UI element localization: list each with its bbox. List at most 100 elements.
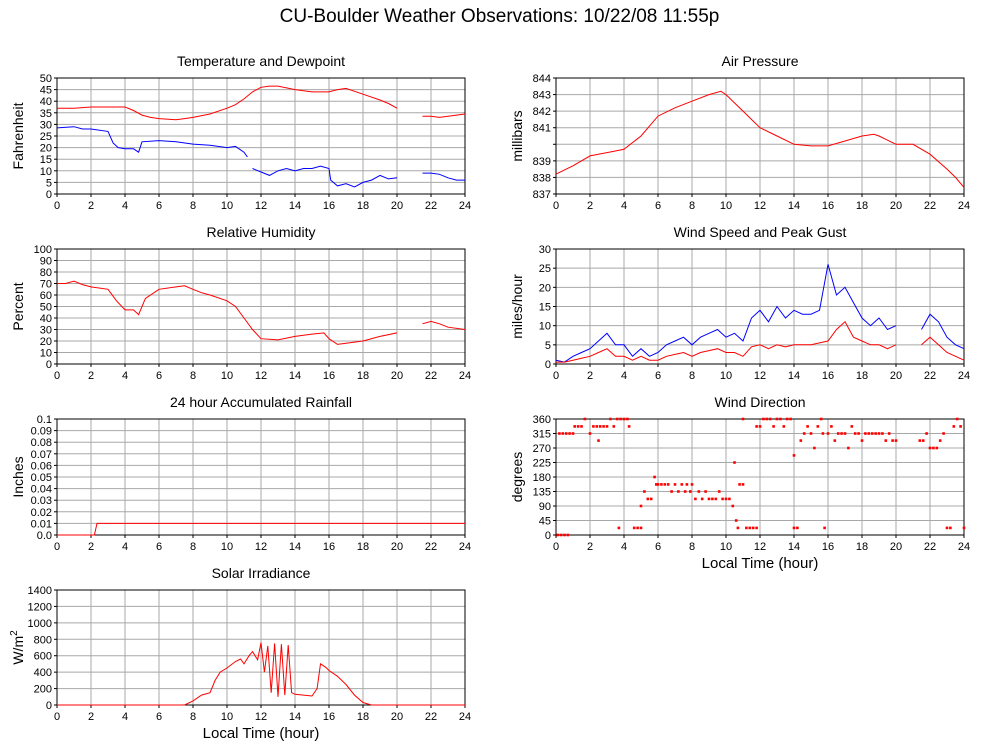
data-point <box>959 425 962 428</box>
y-tick-label: 800 <box>34 634 52 646</box>
data-point <box>690 483 694 486</box>
chart-title: Solar Irradiance <box>212 565 311 581</box>
x-tick-label: 4 <box>122 370 128 382</box>
x-tick-label: 14 <box>788 370 800 382</box>
data-point <box>758 425 762 428</box>
x-tick-label: 18 <box>357 370 369 382</box>
data-point <box>714 497 718 501</box>
page-title: CU-Boulder Weather Observations: 10/22/0… <box>279 6 720 27</box>
series-line <box>422 320 466 330</box>
data-point <box>639 526 643 530</box>
data-point <box>782 425 786 428</box>
x-tick-label: 18 <box>856 541 868 553</box>
x-tick-label: 0 <box>54 200 60 212</box>
y-tick-label: 842 <box>533 106 551 118</box>
data-point <box>894 439 898 442</box>
data-point <box>568 432 571 435</box>
data-point <box>670 490 673 493</box>
data-point <box>609 417 612 421</box>
x-tick-label: 20 <box>391 711 403 723</box>
x-tick-label: 12 <box>255 200 267 212</box>
y-tick-label: 30 <box>40 325 52 337</box>
data-point <box>928 446 932 450</box>
data-point <box>573 425 576 428</box>
data-point <box>843 432 847 435</box>
y-axis-label: W/m2 <box>9 630 26 665</box>
x-tick-label: 10 <box>720 370 732 382</box>
y-tick-label: 90 <box>40 256 52 268</box>
data-point <box>734 519 738 522</box>
data-point <box>775 417 779 421</box>
y-tick-label: 0.03 <box>31 495 52 507</box>
data-point <box>772 425 775 428</box>
data-point <box>799 439 803 442</box>
x-tick-label: 10 <box>720 200 732 212</box>
y-tick-label: 80 <box>40 267 52 279</box>
y-tick-label: 10 <box>40 166 52 178</box>
x-tick-label: 0 <box>54 541 60 553</box>
data-point <box>945 526 949 530</box>
data-point <box>949 526 952 530</box>
data-point <box>653 475 656 479</box>
data-point <box>952 425 956 428</box>
x-tick-label: 16 <box>822 541 834 553</box>
y-tick-label: 400 <box>34 667 52 679</box>
y-tick-label: 0.06 <box>31 460 52 472</box>
x-tick-label: 22 <box>924 370 936 382</box>
data-point <box>792 526 796 530</box>
y-tick-label: 35 <box>40 108 52 120</box>
y-tick-label: 0.04 <box>31 484 52 496</box>
series-line <box>921 313 965 350</box>
data-point <box>864 432 867 435</box>
data-point <box>942 432 945 435</box>
chart-pressure: 0 2 4 6 8 10 12 14 16 18 20 22 248378388398418428438… <box>509 53 970 212</box>
chart-title: Wind Speed and Peak Gust <box>674 224 847 240</box>
chart-title: Wind Direction <box>714 394 805 410</box>
data-point <box>563 533 566 537</box>
x-tick-label: 0 <box>54 370 60 382</box>
data-point <box>806 425 809 428</box>
y-tick-label: 180 <box>533 472 551 484</box>
x-tick-label: 12 <box>754 200 766 212</box>
y-tick-label: 839 <box>533 156 551 168</box>
x-tick-label: 12 <box>255 370 267 382</box>
data-point <box>755 425 758 428</box>
series-line <box>555 264 897 363</box>
x-tick-label: 24 <box>958 370 970 382</box>
y-tick-label: 225 <box>533 458 551 470</box>
y-tick-label: 70 <box>40 279 52 291</box>
data-point <box>677 490 680 493</box>
data-point <box>685 483 689 486</box>
x-tick-label: 20 <box>391 370 403 382</box>
x-tick-label: 20 <box>890 370 902 382</box>
data-point <box>602 425 605 428</box>
data-point <box>680 483 684 486</box>
series-line <box>57 642 465 706</box>
data-point <box>724 497 728 501</box>
data-point <box>925 432 928 435</box>
data-point <box>874 432 877 435</box>
data-point <box>853 432 857 435</box>
chart-solar: 0 2 4 6 8 10 12 14 16 18 20 22 240200400600800100012… <box>9 565 471 742</box>
y-tick-label: 25 <box>40 131 52 143</box>
x-tick-label: 2 <box>587 370 593 382</box>
y-tick-label: 0 <box>46 359 52 371</box>
data-point <box>741 483 745 486</box>
y-tick-label: 5 <box>545 340 551 352</box>
x-tick-label: 24 <box>958 200 970 212</box>
y-tick-label: 837 <box>533 189 551 201</box>
series-line <box>57 280 398 345</box>
x-tick-label: 20 <box>890 541 902 553</box>
data-point <box>751 526 755 530</box>
x-tick-label: 16 <box>323 541 335 553</box>
data-point <box>566 533 570 537</box>
y-tick-label: 838 <box>533 172 551 184</box>
data-point <box>887 432 891 435</box>
data-point <box>731 504 735 508</box>
x-tick-label: 22 <box>425 200 437 212</box>
x-tick-label: 10 <box>221 711 233 723</box>
data-point <box>597 439 600 442</box>
x-tick-label: 6 <box>655 370 661 382</box>
y-tick-label: 20 <box>40 336 52 348</box>
x-tick-label: 2 <box>88 370 94 382</box>
